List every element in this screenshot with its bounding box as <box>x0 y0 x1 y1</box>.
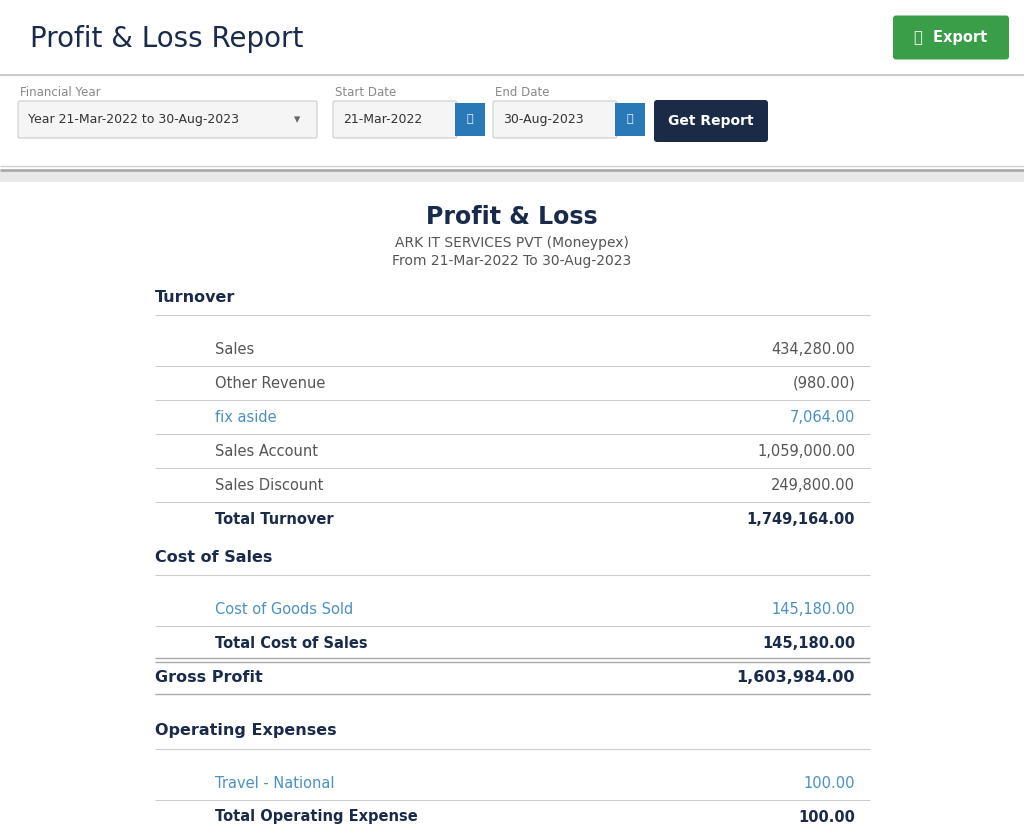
Text: Start Date: Start Date <box>335 86 396 100</box>
Bar <box>615 103 645 136</box>
Text: End Date: End Date <box>495 86 550 100</box>
Text: Profit & Loss Report: Profit & Loss Report <box>30 25 303 53</box>
Text: ARK IT SERVICES PVT (Moneypex): ARK IT SERVICES PVT (Moneypex) <box>395 236 629 250</box>
Text: Total Cost of Sales: Total Cost of Sales <box>215 636 368 651</box>
Text: From 21-Mar-2022 To 30-Aug-2023: From 21-Mar-2022 To 30-Aug-2023 <box>392 254 632 268</box>
Text: Other Revenue: Other Revenue <box>215 376 326 391</box>
Text: Sales Discount: Sales Discount <box>215 478 324 493</box>
Text: Cost of Sales: Cost of Sales <box>155 549 272 564</box>
Text: Get Report: Get Report <box>669 114 754 128</box>
Text: 249,800.00: 249,800.00 <box>771 478 855 493</box>
Bar <box>0 172 1024 831</box>
Bar <box>455 103 485 136</box>
Text: 1,749,164.00: 1,749,164.00 <box>746 512 855 527</box>
FancyBboxPatch shape <box>654 100 768 142</box>
Text: Cost of Goods Sold: Cost of Goods Sold <box>215 602 353 617</box>
Text: 7,064.00: 7,064.00 <box>790 410 855 425</box>
Text: Profit & Loss: Profit & Loss <box>426 205 598 229</box>
FancyBboxPatch shape <box>893 16 1009 60</box>
Text: 145,180.00: 145,180.00 <box>771 602 855 617</box>
Text: ⤓  Export: ⤓ Export <box>914 30 987 45</box>
Text: 434,280.00: 434,280.00 <box>771 342 855 356</box>
Text: Sales Account: Sales Account <box>215 444 318 459</box>
Text: Turnover: Turnover <box>155 289 236 304</box>
Text: Travel - National: Travel - National <box>215 775 335 790</box>
Text: Total Turnover: Total Turnover <box>215 512 334 527</box>
Text: Year 21-Mar-2022 to 30-Aug-2023: Year 21-Mar-2022 to 30-Aug-2023 <box>28 113 239 126</box>
Text: Financial Year: Financial Year <box>20 86 100 100</box>
Text: 100.00: 100.00 <box>798 809 855 824</box>
Text: 145,180.00: 145,180.00 <box>762 636 855 651</box>
Text: 21-Mar-2022: 21-Mar-2022 <box>343 113 422 126</box>
Text: ▾: ▾ <box>294 113 300 126</box>
Text: Gross Profit: Gross Profit <box>155 670 263 685</box>
Text: Total Operating Expense: Total Operating Expense <box>215 809 418 824</box>
Bar <box>0 170 1024 182</box>
Text: fix aside: fix aside <box>215 410 276 425</box>
Text: 1,603,984.00: 1,603,984.00 <box>736 670 855 685</box>
Bar <box>0 182 1024 831</box>
Text: 100.00: 100.00 <box>804 775 855 790</box>
Text: 30-Aug-2023: 30-Aug-2023 <box>503 113 584 126</box>
Text: Operating Expenses: Operating Expenses <box>155 724 337 739</box>
Text: 📅: 📅 <box>627 115 633 125</box>
Text: Sales: Sales <box>215 342 254 356</box>
Text: 1,059,000.00: 1,059,000.00 <box>757 444 855 459</box>
Bar <box>0 0 1024 75</box>
FancyBboxPatch shape <box>493 101 617 138</box>
FancyBboxPatch shape <box>333 101 457 138</box>
Text: (980.00): (980.00) <box>793 376 855 391</box>
Text: 📅: 📅 <box>467 115 473 125</box>
Bar <box>0 75 1024 170</box>
FancyBboxPatch shape <box>18 101 317 138</box>
